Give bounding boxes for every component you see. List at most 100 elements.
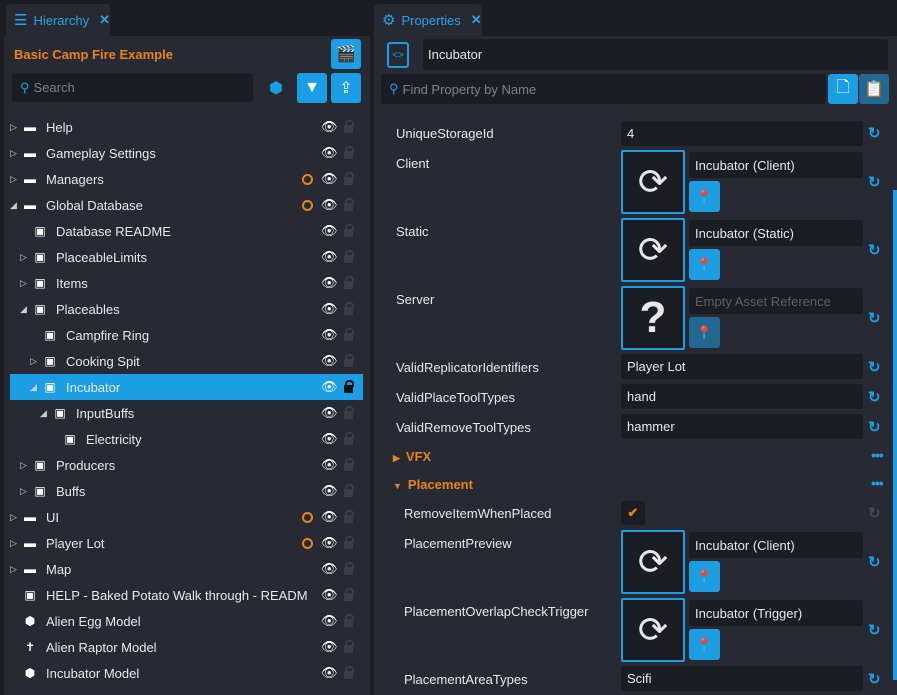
object-filter-icon[interactable]: ⬢	[269, 80, 283, 97]
lock-icon[interactable]	[344, 458, 354, 471]
collapsed-arrow-icon[interactable]: ▷	[20, 459, 27, 470]
eye-icon[interactable]: 👁	[321, 561, 338, 576]
eye-icon[interactable]: 👁	[321, 119, 338, 134]
eye-icon[interactable]: 👁	[321, 275, 338, 290]
section-placement[interactable]: ▼ Placement	[393, 477, 473, 492]
reset-icon[interactable]: ↻	[868, 174, 881, 191]
asset-thumbnail[interactable]: ?	[621, 286, 685, 350]
tree-item[interactable]: ▷ ▬ Gameplay Settings 👁	[0, 140, 362, 166]
tree-item[interactable]: ▷ ▣ Buffs 👁	[0, 478, 362, 504]
remove-item-checkbox[interactable]: ✔	[621, 501, 645, 525]
lock-icon[interactable]	[344, 432, 354, 445]
reset-icon[interactable]: ↻	[868, 125, 881, 142]
asset-name-field[interactable]: Incubator (Client)	[689, 152, 863, 178]
lock-icon[interactable]	[344, 328, 354, 341]
eye-icon[interactable]: 👁	[321, 171, 338, 186]
lock-icon[interactable]	[344, 406, 354, 419]
reset-icon[interactable]: ↻	[868, 671, 881, 688]
lock-icon[interactable]	[344, 250, 354, 263]
lock-icon[interactable]	[344, 380, 354, 393]
scrollbar[interactable]	[893, 190, 897, 680]
asset-thumbnail[interactable]: ⟳	[621, 218, 685, 282]
tree-item[interactable]: ▷ ▬ UI 👁	[0, 504, 362, 530]
area-types-field[interactable]: Scifi	[621, 666, 863, 691]
reset-icon[interactable]: ↻	[868, 359, 881, 376]
tree-item[interactable]: ◢ ▣ Placeables 👁	[0, 296, 362, 322]
lock-icon[interactable]	[344, 614, 354, 627]
copy-button[interactable]: 🗋	[828, 74, 858, 104]
tab-hierarchy[interactable]: ☰ Hierarchy ✕	[6, 4, 110, 36]
tree-item[interactable]: ▣ HELP - Baked Potato Walk through - READ…	[0, 582, 362, 608]
tree-item[interactable]: ▷ ▬ Player Lot 👁	[0, 530, 362, 556]
asset-name-field[interactable]: Empty Asset Reference	[689, 288, 863, 314]
reset-icon[interactable]: ↻	[868, 622, 881, 639]
more-icon[interactable]: •••	[871, 475, 884, 491]
eye-icon[interactable]: 👁	[321, 613, 338, 628]
lock-icon[interactable]	[344, 198, 354, 211]
paste-button[interactable]: 📋	[859, 74, 889, 104]
tree-item[interactable]: ⬢ Incubator Model 👁	[0, 660, 362, 686]
tab-properties[interactable]: ⚙ Properties ✕	[374, 4, 482, 36]
asset-name-field[interactable]: Incubator (Trigger)	[689, 600, 863, 626]
reset-icon[interactable]: ↻	[868, 242, 881, 259]
lock-icon[interactable]	[344, 562, 354, 575]
lock-icon[interactable]	[344, 510, 354, 523]
tree-item[interactable]: ◢ ▣ Incubator 👁	[10, 374, 363, 400]
asset-thumbnail[interactable]: ⟳	[621, 598, 685, 662]
close-icon[interactable]: ✕	[470, 12, 482, 27]
search-input[interactable]: ⚲ Search	[12, 73, 253, 102]
lock-icon[interactable]	[344, 354, 354, 367]
filter-button[interactable]: ▼	[297, 73, 327, 103]
reset-icon[interactable]: ↻	[868, 419, 881, 436]
collapsed-arrow-icon[interactable]: ▷	[10, 121, 17, 132]
lock-icon[interactable]	[344, 640, 354, 653]
eye-icon[interactable]: 👁	[321, 509, 338, 524]
eye-icon[interactable]: 👁	[321, 405, 338, 420]
eye-icon[interactable]: 👁	[321, 535, 338, 550]
eye-icon[interactable]: 👁	[321, 145, 338, 160]
lock-icon[interactable]	[344, 120, 354, 133]
close-icon[interactable]: ✕	[99, 12, 110, 27]
tree-item[interactable]: ▷ ▣ Producers 👁	[0, 452, 362, 478]
tree-item[interactable]: ▣ Database README 👁	[0, 218, 362, 244]
remove-tool-field[interactable]: hammer	[621, 414, 863, 439]
eye-icon[interactable]: 👁	[321, 301, 338, 316]
eye-icon[interactable]: 👁	[321, 327, 338, 342]
eye-icon[interactable]: 👁	[321, 665, 338, 680]
lock-icon[interactable]	[344, 172, 354, 185]
locate-asset-button[interactable]: 📍	[689, 317, 720, 348]
lock-icon[interactable]	[344, 276, 354, 289]
lock-icon[interactable]	[344, 484, 354, 497]
collapsed-arrow-icon[interactable]: ▷	[20, 251, 27, 262]
eye-icon[interactable]: 👁	[321, 431, 338, 446]
lock-icon[interactable]	[344, 536, 354, 549]
eye-icon[interactable]: 👁	[321, 639, 338, 654]
collapsed-arrow-icon[interactable]: ▷	[20, 277, 27, 288]
asset-thumbnail[interactable]: ⟳	[621, 530, 685, 594]
scene-button[interactable]: 🎬	[331, 39, 361, 69]
eye-icon[interactable]: 👁	[321, 587, 338, 602]
reset-icon[interactable]: ↻	[868, 554, 881, 571]
section-vfx[interactable]: ▶ VFX	[393, 449, 431, 464]
locate-asset-button[interactable]: 📍	[689, 249, 720, 280]
locate-asset-button[interactable]: 📍	[689, 561, 720, 592]
tree-item[interactable]: ▷ ▣ Items 👁	[0, 270, 362, 296]
collapsed-arrow-icon[interactable]: ▷	[10, 537, 17, 548]
locate-asset-button[interactable]: 📍	[689, 181, 720, 212]
tree-item[interactable]: ▷ ▣ Cooking Spit 👁	[0, 348, 362, 374]
eye-icon[interactable]: 👁	[321, 483, 338, 498]
object-name-field[interactable]: Incubator	[423, 39, 888, 70]
lock-icon[interactable]	[344, 666, 354, 679]
asset-name-field[interactable]: Incubator (Client)	[689, 532, 863, 558]
eye-icon[interactable]: 👁	[321, 379, 338, 394]
collapsed-arrow-icon[interactable]: ▷	[20, 485, 27, 496]
unique-storage-field[interactable]: 4	[621, 121, 863, 146]
collapsed-arrow-icon[interactable]: ▷	[30, 355, 37, 366]
tree-item[interactable]: ✝ Alien Raptor Model 👁	[0, 634, 362, 660]
tree-item[interactable]: ▷ ▬ Help 👁	[0, 114, 362, 140]
place-tool-field[interactable]: hand	[621, 384, 863, 409]
tree-item[interactable]: ▣ Electricity 👁	[0, 426, 362, 452]
expanded-arrow-icon[interactable]: ◢	[40, 407, 47, 418]
eye-icon[interactable]: 👁	[321, 353, 338, 368]
eye-icon[interactable]: 👁	[321, 223, 338, 238]
